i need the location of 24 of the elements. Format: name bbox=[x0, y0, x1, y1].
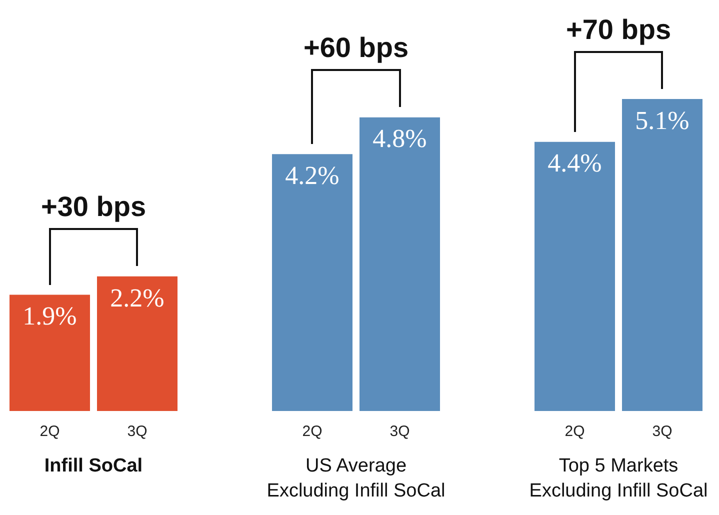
x-tick-label: 3Q bbox=[652, 423, 672, 440]
data-label: 1.9% bbox=[22, 302, 77, 331]
x-tick-label: 2Q bbox=[302, 423, 322, 440]
bar bbox=[360, 117, 440, 411]
data-label: 4.8% bbox=[372, 124, 427, 154]
bar bbox=[272, 154, 352, 411]
data-label: 2.2% bbox=[110, 283, 164, 312]
bar bbox=[97, 276, 178, 411]
data-label: 5.1% bbox=[635, 106, 690, 135]
x-tick-label: 2Q bbox=[564, 423, 585, 440]
text: Infill SoCal bbox=[44, 456, 143, 477]
text: +60 bps bbox=[303, 32, 409, 64]
x-tick-label: 3Q bbox=[127, 423, 148, 440]
text: +70 bps bbox=[566, 14, 672, 45]
x-tick-label: 2Q bbox=[40, 423, 60, 440]
text: Top 5 Markets Excluding Infill SoCal bbox=[529, 456, 708, 502]
data-label: 4.2% bbox=[285, 160, 340, 190]
data-label: 4.4% bbox=[548, 148, 602, 178]
x-tick-label: 3Q bbox=[390, 423, 410, 440]
annotation: +30 bps bbox=[40, 191, 146, 222]
bar bbox=[622, 99, 702, 411]
bar bbox=[10, 294, 90, 411]
bar bbox=[534, 142, 615, 411]
text: US Average Excluding Infill SoCal bbox=[266, 456, 446, 502]
